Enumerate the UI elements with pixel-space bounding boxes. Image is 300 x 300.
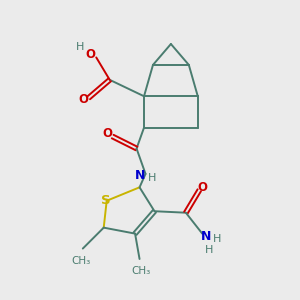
Text: CH₃: CH₃ [131,266,151,277]
Text: O: O [85,48,95,61]
Text: CH₃: CH₃ [72,256,91,266]
Text: O: O [78,93,88,106]
Text: H: H [212,234,221,244]
Text: N: N [135,169,145,182]
Text: H: H [148,173,156,183]
Text: O: O [102,127,112,140]
Text: O: O [197,181,207,194]
Text: N: N [201,230,211,242]
Text: H: H [205,245,213,255]
Text: S: S [101,194,111,207]
Text: H: H [76,42,84,52]
